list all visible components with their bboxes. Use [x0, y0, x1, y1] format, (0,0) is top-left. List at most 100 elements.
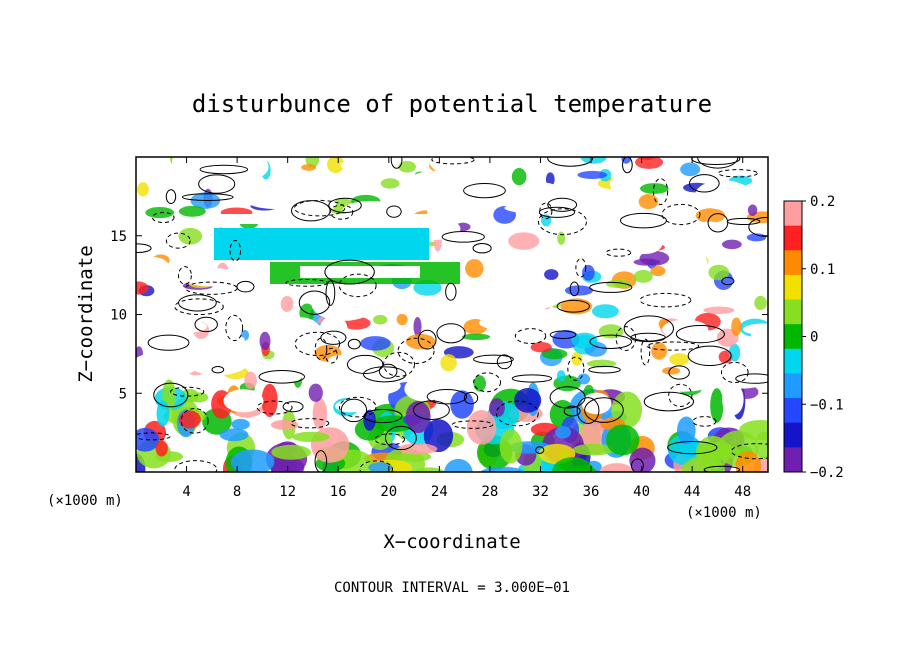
y-axis-label: Z−coordinate [75, 245, 97, 382]
field-patch [271, 444, 311, 460]
contour-line [619, 212, 667, 229]
x-unit-label-right: (×1000 m) [686, 505, 762, 521]
field-patch [235, 157, 269, 179]
contour-line [362, 366, 407, 383]
field-patch [545, 249, 581, 270]
field-patch [667, 434, 700, 466]
contour-line [589, 334, 633, 349]
field-patch [208, 334, 245, 346]
field-patch [747, 204, 758, 216]
field-patch [413, 316, 422, 337]
colorbar-swatch [784, 348, 802, 374]
contour-line [539, 202, 553, 220]
field-patch [429, 157, 479, 176]
contour-line [547, 197, 578, 212]
contour-line [547, 157, 594, 167]
field-patch [194, 293, 257, 327]
contour-line [151, 212, 175, 224]
field-patch [327, 157, 345, 174]
field-patch [155, 440, 168, 457]
contour-line [290, 418, 330, 429]
field-patch [270, 456, 305, 472]
field-patch [335, 399, 366, 413]
contour-line [258, 370, 306, 384]
field-patch [577, 373, 591, 385]
x-tick-label: 44 [684, 484, 701, 500]
field-patch [380, 178, 400, 189]
colorbar-swatch [784, 422, 802, 448]
x-tick-label: 24 [431, 484, 448, 500]
field-patch [178, 205, 206, 217]
contour-line [726, 217, 761, 226]
field-patch [605, 279, 632, 288]
field-patch [721, 239, 742, 250]
field-patch [551, 457, 595, 472]
contour-line [652, 178, 669, 206]
field-patch [633, 269, 653, 283]
contour-line [463, 182, 506, 199]
contour-line [687, 345, 732, 366]
contour-line [431, 157, 475, 165]
colorbar-ticks: 0.2 0.1 0 −0.1 −0.2 [802, 194, 844, 481]
y-tick-label: 15 [110, 229, 127, 245]
x-axis: 4 8 12 16 20 24 28 32 36 40 44 48 [182, 157, 751, 500]
field-patch [480, 466, 525, 472]
field-patch [650, 265, 666, 277]
field-patch [572, 443, 615, 456]
contour-line [147, 334, 190, 351]
x-tick-label: 28 [481, 484, 498, 500]
field-patch [651, 342, 668, 360]
field-patch [259, 331, 271, 351]
field-patch [586, 359, 617, 368]
contour-line [347, 338, 361, 350]
contour-line [170, 386, 205, 397]
field-patch [165, 320, 207, 333]
field-patch [695, 208, 726, 223]
field-patch [327, 355, 353, 367]
contour-line [639, 292, 692, 308]
contour-line [538, 206, 576, 218]
field-patch [511, 168, 527, 186]
field-patch [405, 400, 431, 434]
contour-line [668, 383, 693, 408]
x-tick-label: 20 [380, 484, 397, 500]
field-patch [591, 304, 619, 319]
contour-line [397, 337, 435, 364]
contour-line [417, 329, 437, 350]
field-patch [556, 370, 566, 382]
field-patch [219, 428, 249, 442]
x-tick-label: 8 [233, 484, 241, 500]
colorbar-swatch [784, 324, 802, 350]
contour-line [720, 361, 749, 384]
contour-line [177, 266, 192, 285]
field-patch [746, 233, 767, 242]
temperature-field [136, 157, 768, 472]
contour-line [735, 373, 768, 384]
x-tick-label: 12 [279, 484, 296, 500]
x-tick-label: 16 [330, 484, 347, 500]
colorbar-tick-label: 0.1 [810, 262, 835, 278]
contour-line [324, 259, 375, 285]
contour-line [165, 232, 191, 249]
contour-line [436, 323, 466, 344]
field-patch [508, 232, 540, 250]
contour-line [668, 365, 690, 380]
contour-line [178, 294, 217, 312]
contour-line [136, 243, 152, 254]
contour-line [605, 248, 632, 257]
x-tick-label: 40 [633, 484, 650, 500]
field-patch [618, 349, 645, 370]
contour-line [384, 425, 417, 451]
field-patch [444, 458, 473, 472]
field-patch [274, 189, 337, 217]
colorbar-tick-label: −0.2 [810, 465, 844, 481]
field-patch [486, 265, 520, 284]
contour-line [495, 400, 539, 427]
contour-line [667, 440, 718, 455]
field-patch [728, 343, 741, 362]
x-tick-label: 4 [182, 484, 190, 500]
field-patch [300, 266, 420, 278]
contour-line [473, 372, 502, 393]
field-patch [555, 426, 572, 439]
contour-line [630, 332, 666, 343]
